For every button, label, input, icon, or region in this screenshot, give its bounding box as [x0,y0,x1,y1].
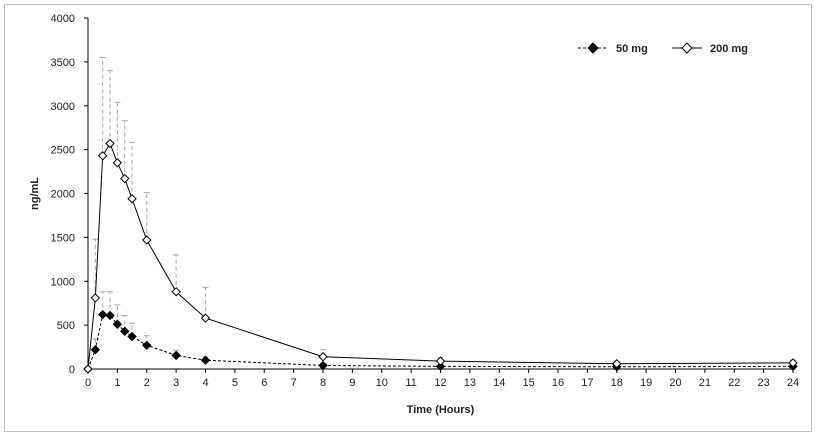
y-tick-label: 3000 [51,101,75,113]
data-point-200mg [112,158,123,168]
legend: 50 mg 200 mg [578,42,748,55]
data-point-50mg [435,361,446,372]
y-tick-label: 2500 [51,145,75,157]
legend-label-50mg: 50 mg [616,43,648,55]
data-point-50mg [318,360,328,371]
data-point-50mg [112,319,123,329]
data-point-200mg [612,359,622,369]
y-tick-label: 1000 [51,276,75,288]
data-point-200mg [97,151,108,161]
x-tick-label: 4 [202,377,208,389]
x-tick-label: 13 [464,377,476,389]
y-tick-label: 500 [57,320,75,332]
x-tick-label: 22 [728,377,740,389]
x-tick-label: 3 [173,377,179,389]
data-point-200mg [435,356,446,366]
x-tick-label: 20 [669,377,681,389]
data-point-200mg [83,364,93,374]
y-tick-label: 2000 [51,189,75,201]
error-bars-group [92,56,796,367]
y-tick-label: 0 [69,364,75,376]
x-tick-label: 0 [85,377,91,389]
legend-marker-200mg [681,42,693,54]
x-tick-label: 7 [291,377,297,389]
data-point-200mg [200,313,211,323]
ticks-group: 0 1 2 3 4 5 6 7 8 9 10 11 12 13 14 15 16 17 18 19 20 21 22 23 24… [51,13,800,389]
x-tick-label: 1 [114,377,120,389]
x-tick-label: 2 [144,377,150,389]
x-axis-title: Time (Hours) [407,404,475,416]
data-point-50mg [120,326,130,336]
data-point-50mg [171,350,181,361]
data-point-200mg [90,293,101,303]
x-tick-label: 19 [640,377,652,389]
y-axis-title: ng/mL [29,177,41,210]
x-tick-label: 10 [376,377,388,389]
data-point-200mg [171,287,181,297]
markers-group [83,138,798,374]
x-tick-label: 21 [699,377,711,389]
data-point-200mg [127,194,137,204]
data-point-200mg [318,352,328,362]
x-tick-label: 8 [320,377,326,389]
data-point-200mg [120,173,130,184]
x-tick-label: 16 [552,377,564,389]
x-tick-label: 24 [787,377,799,389]
x-tick-label: 15 [523,377,535,389]
legend-label-200mg: 200 mg [710,43,748,55]
data-point-50mg [105,310,115,321]
data-point-50mg [127,331,137,342]
y-tick-label: 4000 [51,13,75,25]
x-tick-label: 17 [581,377,593,389]
x-tick-label: 5 [232,377,238,389]
axes-group [87,18,793,370]
data-point-50mg [90,344,101,355]
data-point-200mg [788,358,798,368]
data-point-200mg [142,235,152,245]
y-tick-label: 1500 [51,232,75,244]
x-tick-label: 23 [758,377,770,389]
x-tick-label: 12 [434,377,446,389]
x-tick-label: 18 [611,377,623,389]
y-tick-label: 3500 [51,57,75,69]
x-tick-label: 11 [405,377,416,389]
data-point-200mg [105,138,115,149]
data-point-50mg [142,340,152,351]
legend-marker-50mg [587,42,599,54]
series-line-200mg [87,142,794,370]
x-tick-label: 6 [261,377,267,389]
legend-item-50mg: 50 mg [578,42,648,55]
x-tick-label: 9 [349,377,355,389]
series-lines-group [87,142,794,370]
legend-item-200mg: 200 mg [672,42,748,55]
x-tick-label: 14 [493,377,505,389]
data-point-50mg [97,309,108,320]
data-point-50mg [200,355,211,365]
